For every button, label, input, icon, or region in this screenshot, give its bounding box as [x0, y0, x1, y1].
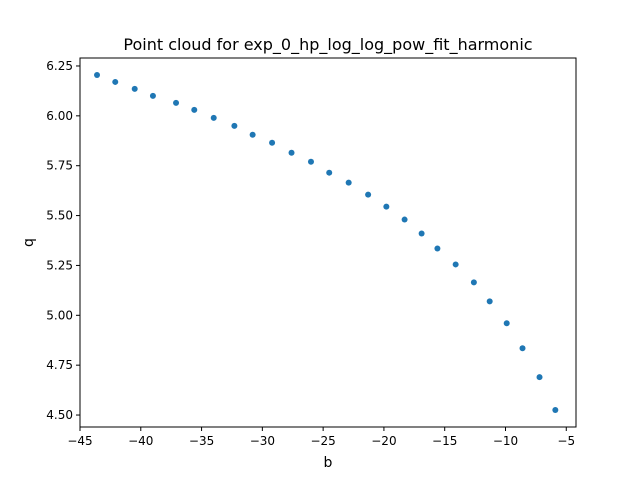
- data-point: [383, 203, 390, 210]
- data-point: [288, 149, 295, 156]
- y-axis-label: q: [21, 238, 37, 247]
- x-axis-ticks: −45 −40 −35 −30 −25 −20 −15 −10 −5: [67, 427, 575, 448]
- data-point: [486, 298, 493, 305]
- data-point: [191, 106, 198, 113]
- x-tick-label: −15: [432, 434, 457, 448]
- plot-area: [79, 57, 577, 428]
- y-tick-label: 5.00: [46, 308, 73, 322]
- data-point: [345, 179, 352, 186]
- axes-frame: [79, 57, 577, 428]
- data-point: [434, 245, 441, 252]
- x-tick-label: −30: [250, 434, 275, 448]
- data-point: [112, 78, 119, 85]
- data-point: [452, 261, 459, 268]
- data-point: [470, 279, 477, 286]
- y-axis-ticks: 4.50 4.75 5.00 5.25 5.50 5.75 6.00 6.25: [46, 59, 80, 422]
- data-point: [326, 169, 333, 176]
- data-point: [307, 158, 314, 165]
- data-points: [94, 71, 559, 414]
- y-tick-label: 5.50: [46, 209, 73, 223]
- x-tick-label: −25: [310, 434, 335, 448]
- data-point: [552, 407, 559, 414]
- data-point: [519, 345, 526, 352]
- data-point: [365, 191, 372, 198]
- data-point: [503, 320, 510, 327]
- data-point: [401, 216, 408, 223]
- data-point: [173, 99, 180, 106]
- data-point: [231, 122, 238, 129]
- x-tick-label: −20: [371, 434, 396, 448]
- data-point: [249, 131, 256, 138]
- x-tick-label: −40: [128, 434, 153, 448]
- data-point: [210, 114, 217, 121]
- axes-background: [80, 58, 576, 427]
- data-point: [94, 71, 101, 78]
- y-tick-label: 6.00: [46, 109, 73, 123]
- data-point: [149, 92, 156, 99]
- y-tick-label: 5.25: [46, 258, 73, 272]
- x-tick-label: −5: [557, 434, 575, 448]
- chart-title: Point cloud for exp_0_hp_log_log_pow_fit…: [123, 35, 532, 55]
- y-tick-label: 4.75: [46, 358, 73, 372]
- x-axis-label: b: [324, 455, 333, 471]
- x-tick-label: −10: [493, 434, 518, 448]
- x-tick-label: −35: [189, 434, 214, 448]
- data-point: [269, 139, 276, 146]
- x-tick-label: −45: [67, 434, 92, 448]
- y-tick-label: 6.25: [46, 59, 73, 73]
- y-tick-label: 5.75: [46, 159, 73, 173]
- data-point: [536, 374, 543, 381]
- y-tick-label: 4.50: [46, 408, 73, 422]
- data-point: [418, 230, 425, 237]
- data-point: [131, 85, 138, 92]
